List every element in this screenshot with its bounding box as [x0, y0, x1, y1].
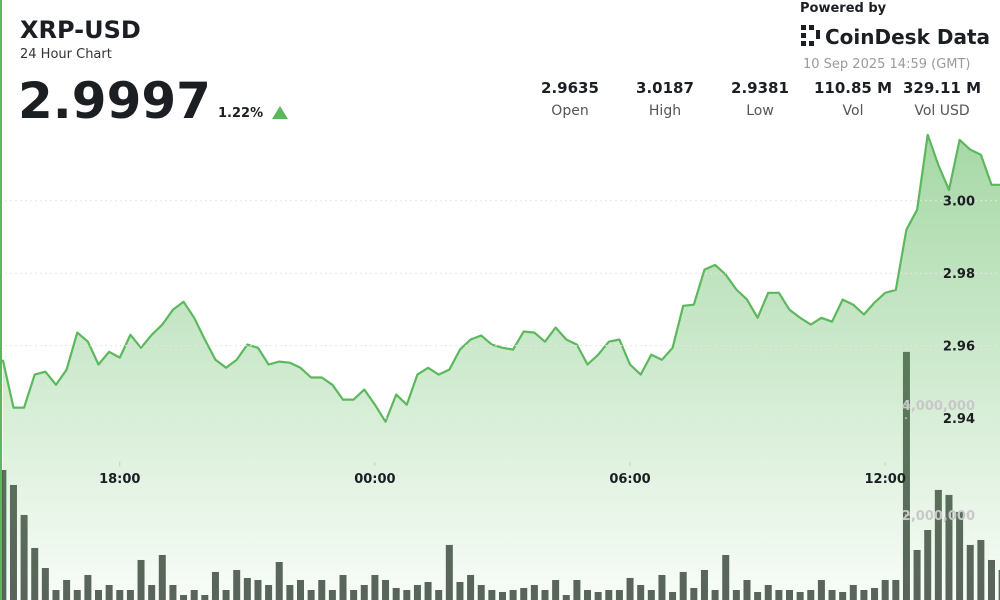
stat-value: 2.9381 [731, 79, 789, 97]
stat-label: Low [746, 103, 774, 119]
up-arrow [272, 106, 288, 119]
stats: 2.9635 Open 3.0187 High 2.9381 Low 110.85 M Vol… [541, 79, 981, 119]
change: 1.22% [218, 106, 263, 121]
price-area [2, 134, 1000, 600]
stat-value: 329.11 M [903, 79, 981, 97]
y-tick-label: 2.98 [943, 267, 975, 282]
x-tick-label: 00:00 [354, 472, 395, 487]
y2-tick-label: 2,000,000 [902, 509, 975, 524]
price-line [1, 133, 1000, 423]
x-tick-label: 12:00 [864, 472, 905, 487]
stat-label: Vol USD [914, 103, 969, 119]
powered-by: Powered by [800, 1, 887, 16]
x-tick-label: 06:00 [609, 472, 650, 487]
subtitle: 24 Hour Chart [20, 47, 112, 62]
left-border [0, 0, 2, 600]
stat-label: Open [551, 103, 588, 119]
stat-value: 110.85 M [814, 79, 892, 97]
y-tick-label: 3.00 [943, 195, 975, 210]
stat-label: Vol [843, 103, 864, 119]
stat-label: High [649, 103, 681, 119]
logo [801, 25, 820, 46]
y-tick-label: 2.96 [943, 340, 975, 355]
stat-value: 2.9635 [541, 79, 599, 97]
stat-value: 3.0187 [636, 79, 694, 97]
y2-tick-label: 4,000,000 [902, 399, 975, 414]
brand: CoinDesk Data [825, 25, 990, 49]
timestamp: 10 Sep 2025 14:59 (GMT) [803, 57, 971, 72]
price: 2.9997 [18, 72, 211, 130]
symbol: XRP-USD [20, 16, 141, 44]
x-tick-label: 18:00 [99, 472, 140, 487]
y-tick-label: 2.94 [943, 412, 975, 427]
plot-area: 2.94 2.96 2.98 3.00 2,000,000 4,000,000 18:00 0… [0, 133, 1000, 600]
